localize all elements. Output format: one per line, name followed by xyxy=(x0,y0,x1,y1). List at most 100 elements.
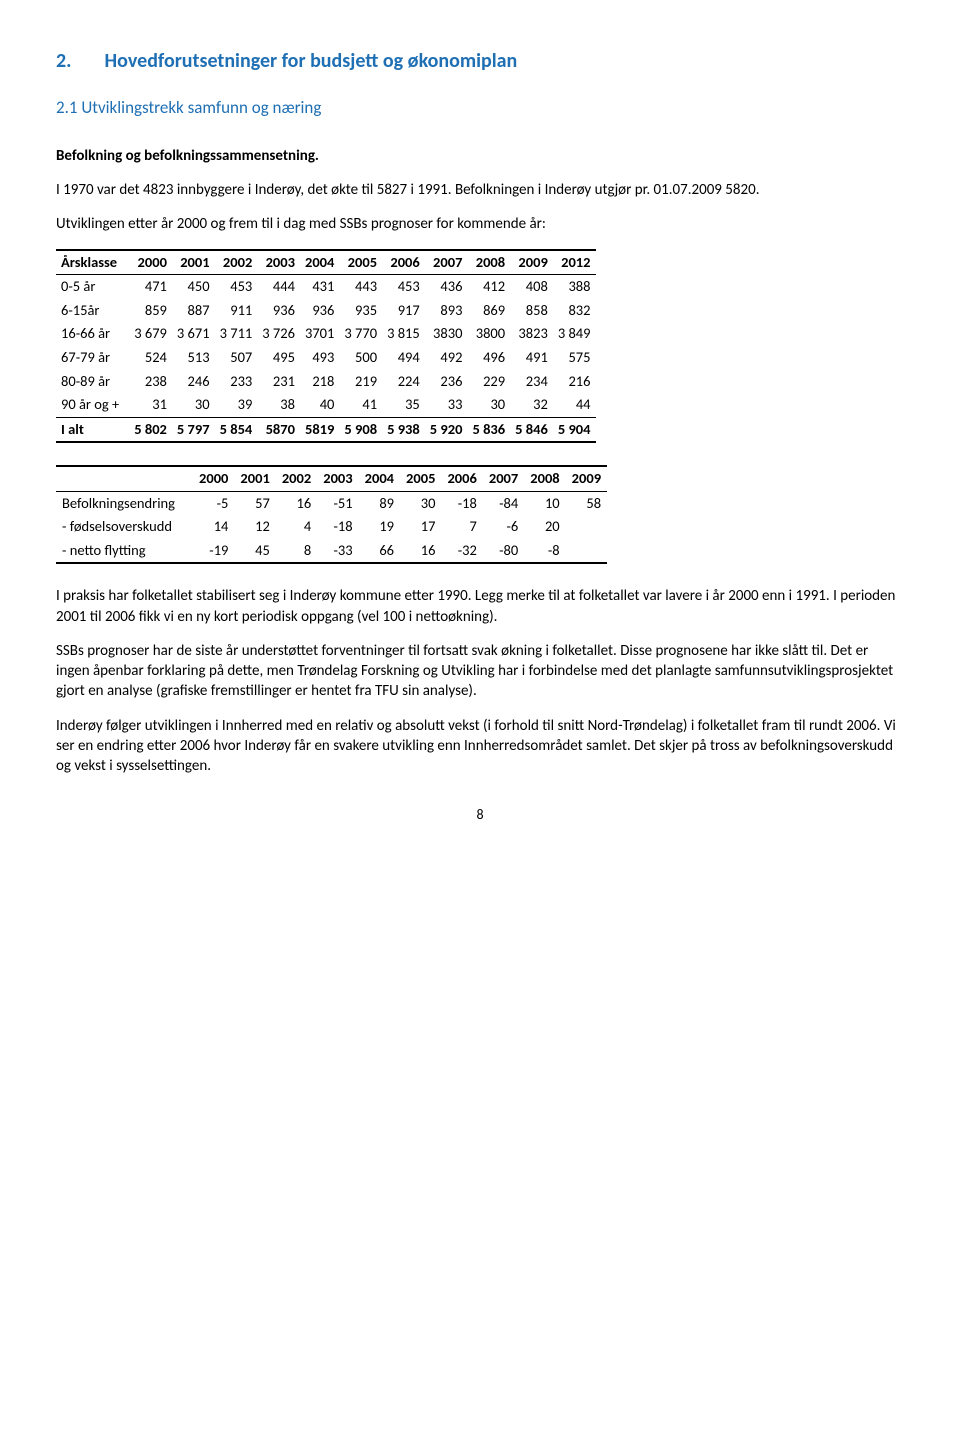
table-cell: Befolkningsendring xyxy=(56,491,193,515)
table-row: I alt5 8025 7975 854587058195 9085 9385 … xyxy=(56,417,596,442)
table-cell: 16 xyxy=(400,539,441,564)
table-header-cell: 2002 xyxy=(215,250,258,275)
table-cell xyxy=(566,515,607,539)
table-cell: 575 xyxy=(553,346,596,370)
table-cell: -51 xyxy=(317,491,358,515)
table-cell: 5 854 xyxy=(215,417,258,442)
table-cell: 496 xyxy=(467,346,510,370)
table-cell: 40 xyxy=(300,393,339,417)
table-cell: 495 xyxy=(257,346,300,370)
table-cell: 8 xyxy=(276,539,317,564)
table-cell: -18 xyxy=(317,515,358,539)
table-cell: 14 xyxy=(193,515,234,539)
table-cell: 869 xyxy=(467,299,510,323)
table-cell: -80 xyxy=(483,539,524,564)
table-cell: 453 xyxy=(382,275,425,299)
table-cell: 89 xyxy=(359,491,400,515)
population-by-age-table: Årsklasse2000200120022003200420052006200… xyxy=(56,249,596,444)
table-header-cell: 2005 xyxy=(339,250,382,275)
table-cell: -32 xyxy=(441,539,482,564)
table-cell: - netto flytting xyxy=(56,539,193,564)
table-cell: 3 849 xyxy=(553,322,596,346)
table-cell: 16 xyxy=(276,491,317,515)
table-header-cell: 2001 xyxy=(172,250,215,275)
table-cell: 234 xyxy=(510,370,553,394)
table-cell: 30 xyxy=(400,491,441,515)
table-cell: 30 xyxy=(172,393,215,417)
table-cell: 10 xyxy=(524,491,565,515)
table-cell: 3800 xyxy=(467,322,510,346)
table-cell: 216 xyxy=(553,370,596,394)
table-cell: 493 xyxy=(300,346,339,370)
table-cell: 41 xyxy=(339,393,382,417)
table-cell: -84 xyxy=(483,491,524,515)
table-cell: 3 711 xyxy=(215,322,258,346)
table-cell: 3830 xyxy=(425,322,468,346)
table-cell: -5 xyxy=(193,491,234,515)
table-cell: 3701 xyxy=(300,322,339,346)
table-cell: 39 xyxy=(215,393,258,417)
table-header-cell: 2004 xyxy=(300,250,339,275)
table-header-cell: 2003 xyxy=(257,250,300,275)
table-cell: 219 xyxy=(339,370,382,394)
table-cell xyxy=(566,539,607,564)
table-cell: 5 836 xyxy=(467,417,510,442)
table-header-cell: 2007 xyxy=(425,250,468,275)
table-cell: 6-15år xyxy=(56,299,129,323)
table-cell: 38 xyxy=(257,393,300,417)
table-header-cell: 2005 xyxy=(400,466,441,491)
table-cell: 494 xyxy=(382,346,425,370)
table-cell: 388 xyxy=(553,275,596,299)
table-cell: 229 xyxy=(467,370,510,394)
table-cell: 90 år og + xyxy=(56,393,129,417)
table-cell: I alt xyxy=(56,417,129,442)
paragraph: I praksis har folketallet stabilisert se… xyxy=(56,586,904,627)
table-cell: 443 xyxy=(339,275,382,299)
table-row: 80-89 år23824623323121821922423622923421… xyxy=(56,370,596,394)
table-cell: 0-5 år xyxy=(56,275,129,299)
table-cell: 17 xyxy=(400,515,441,539)
table-row: 90 år og +3130393840413533303244 xyxy=(56,393,596,417)
table-header-cell: 2003 xyxy=(317,466,358,491)
table-header-cell: 2000 xyxy=(129,250,172,275)
section-title-text: Hovedforutsetninger for budsjett og økon… xyxy=(105,49,518,73)
table-cell: 246 xyxy=(172,370,215,394)
table-cell: 4 xyxy=(276,515,317,539)
table-cell: 893 xyxy=(425,299,468,323)
paragraph: Utviklingen etter år 2000 og frem til i … xyxy=(56,214,904,234)
table-cell: 3 671 xyxy=(172,322,215,346)
table-cell: 507 xyxy=(215,346,258,370)
table-cell: 500 xyxy=(339,346,382,370)
table-header-cell: 2009 xyxy=(510,250,553,275)
table-header-cell: 2008 xyxy=(467,250,510,275)
table-header-cell: 2000 xyxy=(193,466,234,491)
table-cell: 238 xyxy=(129,370,172,394)
table-cell: 5 846 xyxy=(510,417,553,442)
table-cell: - fødselsoverskudd xyxy=(56,515,193,539)
section-number: 2. xyxy=(56,48,100,75)
table-cell: 231 xyxy=(257,370,300,394)
table-header-cell: 2002 xyxy=(276,466,317,491)
table-cell: 3 770 xyxy=(339,322,382,346)
table-cell: -8 xyxy=(524,539,565,564)
table-cell: 859 xyxy=(129,299,172,323)
table-header-cell: 2006 xyxy=(382,250,425,275)
table-cell: 917 xyxy=(382,299,425,323)
subsection-heading: 2.1 Utviklingstrekk samfunn og næring xyxy=(56,97,904,120)
table-cell: 936 xyxy=(257,299,300,323)
table-cell: 471 xyxy=(129,275,172,299)
table-cell: -18 xyxy=(441,491,482,515)
table-cell: 5870 xyxy=(257,417,300,442)
table-cell: 44 xyxy=(553,393,596,417)
paragraph: Inderøy følger utviklingen i Innherred m… xyxy=(56,716,904,777)
table-cell: 57 xyxy=(234,491,275,515)
table-cell: 453 xyxy=(215,275,258,299)
table-header-row: Årsklasse2000200120022003200420052006200… xyxy=(56,250,596,275)
table-cell: 67-79 år xyxy=(56,346,129,370)
table-cell: 887 xyxy=(172,299,215,323)
table-cell: 224 xyxy=(382,370,425,394)
table-cell: 408 xyxy=(510,275,553,299)
table-cell: 5 938 xyxy=(382,417,425,442)
table-cell: 524 xyxy=(129,346,172,370)
table-cell: 431 xyxy=(300,275,339,299)
